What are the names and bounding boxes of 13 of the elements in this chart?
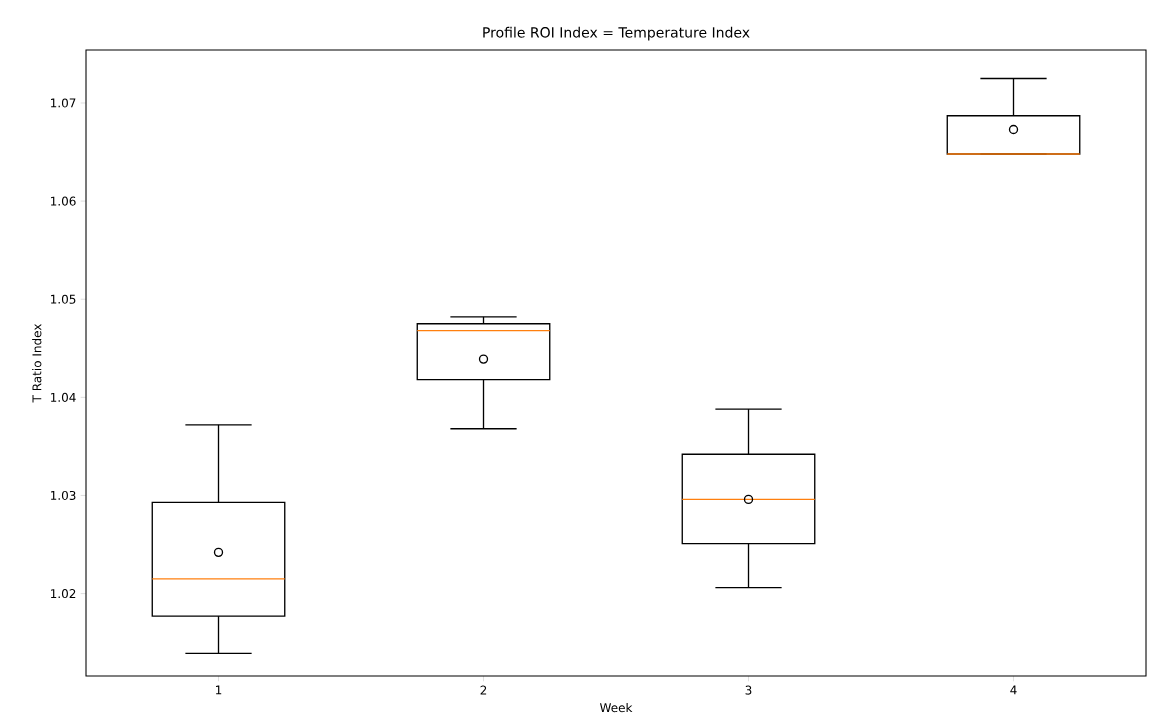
y-tick-label: 1.07 xyxy=(51,98,76,108)
y-tick-label: 1.05 xyxy=(51,294,76,304)
y-tick-label: 1.02 xyxy=(51,589,76,599)
x-tick-label: 3 xyxy=(745,685,752,695)
x-tick-label: 2 xyxy=(480,685,487,695)
y-tick-label: 1.03 xyxy=(51,490,76,500)
y-axis-title: T Ratio Index xyxy=(32,323,42,403)
x-tick-label: 1 xyxy=(216,685,222,695)
x-tick-label: 4 xyxy=(1010,685,1017,695)
x-axis-title: Week xyxy=(599,702,633,713)
y-tick-label: 1.04 xyxy=(51,392,76,402)
y-tick-label: 1.06 xyxy=(51,196,76,206)
chart-title: Profile ROI Index = Temperature Index xyxy=(483,26,750,41)
